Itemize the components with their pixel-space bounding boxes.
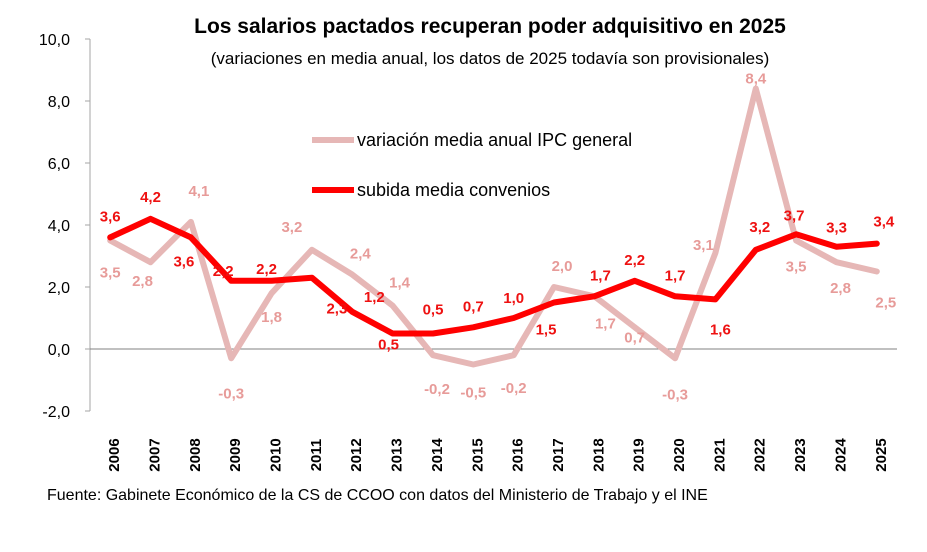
x-tick-label: 2015 — [469, 438, 486, 471]
data-label-convenios: 1,2 — [364, 289, 385, 306]
data-label-ipc: 2,0 — [552, 258, 573, 275]
data-label-convenios: 2,3 — [326, 301, 347, 318]
data-label-ipc: 1,7 — [595, 315, 616, 332]
data-label-convenios: 1,7 — [590, 267, 611, 284]
x-tick-label: 2023 — [792, 438, 809, 471]
data-label-convenios: 3,6 — [173, 253, 194, 270]
data-label-convenios: 1,0 — [503, 290, 524, 307]
x-tick-label: 2016 — [510, 438, 527, 471]
x-tick-label: 2024 — [832, 438, 849, 472]
chart-title: Los salarios pactados recuperan poder ad… — [194, 15, 786, 38]
data-label-convenios: 2,2 — [213, 263, 234, 280]
x-tick-label: 2022 — [752, 438, 769, 471]
chart-subtitle: (variaciones en media anual, los datos d… — [211, 49, 770, 68]
y-tick-label: -2,0 — [42, 404, 70, 421]
data-label-ipc: 2,4 — [350, 246, 372, 263]
data-label-ipc: -0,3 — [662, 386, 688, 403]
x-tick-label: 2008 — [187, 438, 204, 471]
y-tick-label: 8,0 — [48, 94, 70, 111]
x-tick-label: 2021 — [711, 438, 728, 471]
x-tick-label: 2014 — [429, 438, 446, 472]
data-label-ipc: 3,5 — [786, 259, 807, 276]
data-label-ipc: 4,1 — [188, 183, 209, 200]
y-tick-label: 0,0 — [48, 342, 70, 359]
y-axis: 10,0 8,0 6,0 4,0 2,0 0,0 -2,0 — [39, 32, 91, 421]
series-lines — [107, 85, 880, 368]
data-label-ipc: 1,8 — [261, 309, 282, 326]
data-label-convenios: 3,6 — [100, 208, 121, 225]
x-tick-label: 2011 — [308, 439, 325, 472]
x-tick-label: 2010 — [268, 438, 285, 471]
data-label-convenios: 0,5 — [423, 302, 444, 319]
data-label-ipc: -0,5 — [460, 385, 486, 402]
data-label-ipc: 0,7 — [624, 329, 645, 346]
data-label-convenios: 0,7 — [463, 298, 484, 315]
x-tick-label: 2012 — [348, 438, 365, 471]
data-label-convenios: 3,7 — [784, 207, 805, 224]
data-label-convenios: 1,5 — [536, 322, 557, 339]
x-tick-label: 2007 — [146, 438, 163, 471]
data-label-ipc: 2,8 — [830, 280, 851, 297]
y-tick-label: 4,0 — [48, 218, 70, 235]
data-label-convenios: 1,7 — [665, 267, 686, 284]
data-label-convenios: 2,2 — [624, 252, 645, 269]
data-label-convenios: 3,3 — [826, 220, 847, 237]
x-tick-label: 2025 — [873, 438, 890, 471]
x-axis: 2006 2007 2008 2009 2010 2011 2012 2013 2014 2015… — [90, 348, 897, 472]
data-labels: 3,5 2,8 4,1 -0,3 1,8 3,2 2,4 1,4 -0,2 -0,5 -0,2 2,0… — [100, 71, 896, 404]
data-label-ipc: -0,2 — [501, 380, 527, 397]
data-label-convenios: 2,2 — [256, 261, 277, 278]
x-tick-label: 2017 — [550, 438, 567, 471]
series-line-convenios — [107, 215, 880, 337]
legend-label-convenios: subida media convenios — [357, 180, 550, 200]
data-label-convenios: 0,5 — [378, 337, 399, 354]
data-label-ipc: 3,1 — [693, 237, 714, 254]
data-label-ipc: 2,5 — [875, 295, 896, 312]
source-note: Fuente: Gabinete Económico de la CS de C… — [47, 487, 708, 504]
data-label-ipc: 2,8 — [132, 273, 153, 290]
x-tick-label: 2009 — [227, 438, 244, 471]
x-tick-label: 2006 — [106, 438, 123, 471]
y-tick-label: 6,0 — [48, 156, 70, 173]
x-tick-label: 2013 — [389, 438, 406, 471]
legend: variación media anual IPC general subida… — [312, 130, 632, 200]
y-tick-label: 10,0 — [39, 32, 70, 49]
x-tick-label: 2019 — [631, 438, 648, 471]
x-tick-label: 2020 — [671, 438, 688, 471]
legend-label-ipc: variación media anual IPC general — [357, 130, 632, 150]
x-tick-label: 2018 — [590, 438, 607, 471]
data-label-convenios: 3,4 — [873, 214, 895, 231]
data-label-ipc: -0,2 — [424, 381, 450, 398]
data-label-convenios: 4,2 — [140, 189, 161, 206]
data-label-ipc: 3,5 — [100, 265, 121, 282]
data-label-ipc: -0,3 — [218, 385, 244, 402]
data-label-ipc: 3,2 — [281, 219, 302, 236]
data-label-convenios: 1,6 — [710, 321, 731, 338]
data-label-convenios: 3,2 — [749, 219, 770, 236]
data-label-ipc: 8,4 — [745, 71, 767, 88]
data-label-ipc: 1,4 — [389, 275, 411, 292]
y-tick-label: 2,0 — [48, 280, 70, 297]
series-line-ipc — [107, 85, 880, 368]
